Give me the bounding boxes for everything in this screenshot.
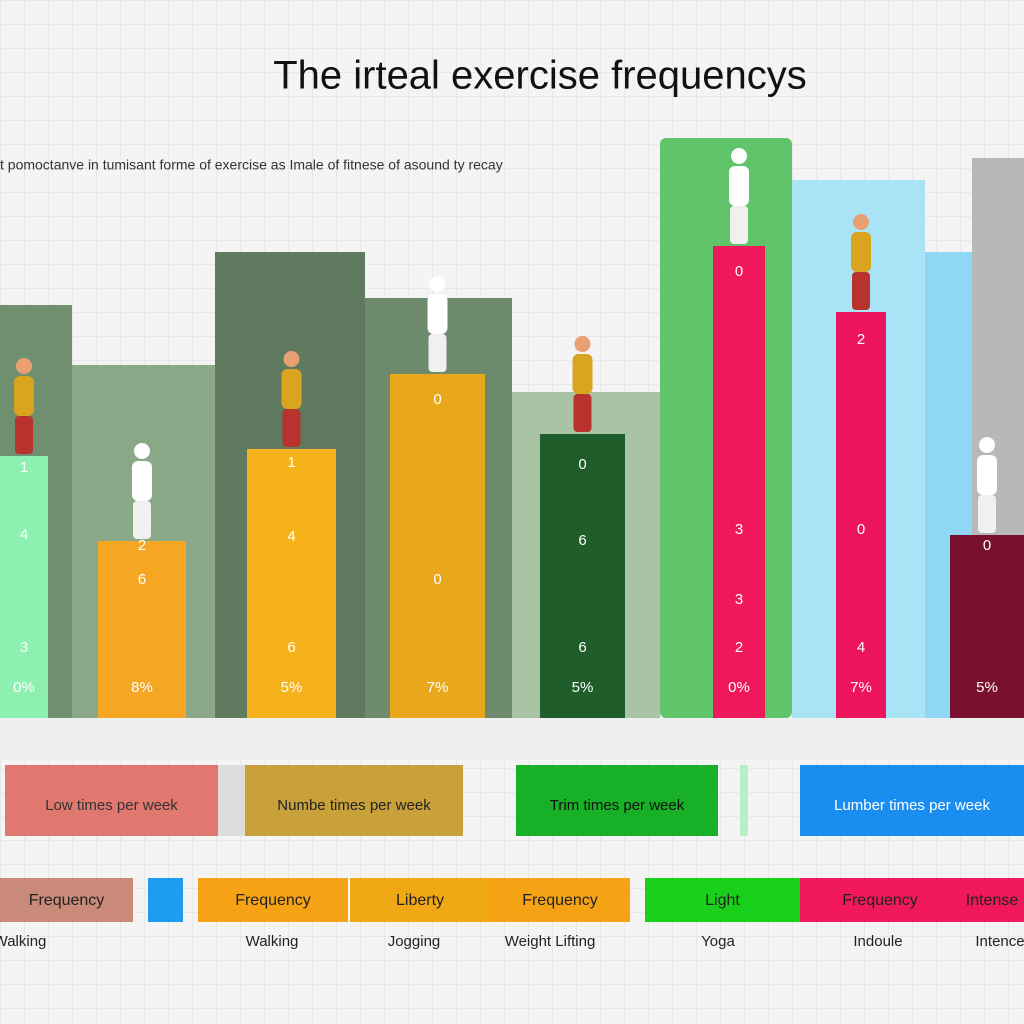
column-label: 1 bbox=[287, 454, 295, 471]
figure-body bbox=[729, 166, 749, 206]
subtitle: t pomoctanve in tumisant forme of exerci… bbox=[0, 157, 503, 173]
column-label: 3 bbox=[735, 591, 743, 608]
figure-legs bbox=[428, 334, 447, 372]
column-label: 0 bbox=[983, 537, 991, 554]
category-chip bbox=[645, 878, 800, 922]
figure-head bbox=[429, 276, 446, 292]
divider-band bbox=[0, 718, 1024, 760]
figure-body bbox=[132, 461, 152, 501]
category-tag: Intense bbox=[966, 892, 1019, 909]
column-label: 2 bbox=[735, 639, 743, 656]
figure-head bbox=[979, 437, 995, 453]
figure-legs bbox=[573, 394, 592, 432]
figure-head bbox=[134, 443, 150, 459]
legend-box bbox=[516, 765, 718, 836]
category-tag: Frequency bbox=[522, 892, 598, 909]
title: The irteal exercise frequencys bbox=[273, 54, 807, 98]
column-bar bbox=[836, 312, 886, 718]
legend-label: Numbe times per week bbox=[277, 797, 431, 814]
column-label: 8% bbox=[131, 679, 153, 696]
column-bar bbox=[247, 449, 336, 718]
figure-head bbox=[574, 336, 591, 352]
category-name: Indoule bbox=[853, 933, 902, 950]
figure-head bbox=[853, 214, 869, 230]
column-bar bbox=[950, 535, 1024, 718]
column-label: 6 bbox=[138, 571, 146, 588]
column-label: 0 bbox=[433, 391, 441, 408]
legend-label: Lumber times per week bbox=[834, 797, 990, 814]
column-label: 0 bbox=[433, 571, 441, 588]
column-label: 2 bbox=[857, 331, 865, 348]
category-tag: Frequency bbox=[235, 892, 311, 909]
figure-legs bbox=[133, 501, 151, 539]
legend-box bbox=[245, 765, 463, 836]
column-label: 3 bbox=[735, 521, 743, 538]
category-chip bbox=[350, 878, 490, 922]
separator bbox=[740, 765, 748, 836]
category-chip bbox=[0, 878, 133, 922]
category-chip bbox=[198, 878, 348, 922]
figure-head bbox=[283, 351, 300, 367]
column-label: 4 bbox=[20, 526, 28, 543]
column-bar bbox=[540, 434, 625, 718]
separator bbox=[218, 765, 245, 836]
column-bar bbox=[0, 456, 48, 718]
column-label: 5% bbox=[976, 679, 998, 696]
category-tag: Frequency bbox=[842, 892, 918, 909]
figure-legs bbox=[15, 416, 33, 454]
legend-label: Low times per week bbox=[45, 797, 178, 814]
legend-label: Trim times per week bbox=[550, 797, 685, 814]
figure-head bbox=[731, 148, 747, 164]
category-name: Walking bbox=[246, 933, 299, 950]
column-label: 6 bbox=[287, 639, 295, 656]
column-label: 6 bbox=[578, 639, 586, 656]
column-label: 5% bbox=[572, 679, 594, 696]
category-name: Yoga bbox=[701, 933, 735, 950]
legend-box bbox=[5, 765, 218, 836]
color-chip bbox=[148, 878, 183, 922]
column-bar bbox=[390, 374, 485, 718]
column-bar bbox=[98, 541, 186, 718]
column-label: 0% bbox=[13, 679, 35, 696]
figure-legs bbox=[282, 409, 301, 447]
category-tag: Light bbox=[705, 892, 740, 909]
category-name: Intence bbox=[975, 933, 1024, 950]
category-chip bbox=[490, 878, 630, 922]
category-name: Weight Lifting bbox=[505, 933, 596, 950]
category-tag: Frequency bbox=[29, 892, 105, 909]
category-chip bbox=[800, 878, 960, 922]
column-label: 4 bbox=[857, 639, 865, 656]
category-chip bbox=[960, 878, 1024, 922]
column-label: 3 bbox=[20, 639, 28, 656]
column-label: 6 bbox=[578, 532, 586, 549]
figure-legs bbox=[852, 272, 870, 310]
column-label: 0% bbox=[728, 679, 750, 696]
figure-head bbox=[16, 358, 32, 374]
figure-body bbox=[977, 455, 997, 495]
figure-legs bbox=[730, 206, 748, 244]
figure-body bbox=[14, 376, 34, 416]
category-tag: Liberty bbox=[396, 892, 444, 909]
figure-body bbox=[572, 354, 593, 394]
figure-body bbox=[427, 294, 448, 334]
column-label: 4 bbox=[287, 528, 295, 545]
figure-body bbox=[281, 369, 302, 409]
column-label: 7% bbox=[850, 679, 872, 696]
column-label: 0 bbox=[578, 456, 586, 473]
column-label: 0 bbox=[735, 263, 743, 280]
column-bar bbox=[713, 246, 765, 718]
column-label: 5% bbox=[281, 679, 303, 696]
column-label: 2 bbox=[138, 537, 146, 554]
figure-body bbox=[851, 232, 871, 272]
figure-legs bbox=[978, 495, 996, 533]
column-label: 1 bbox=[20, 459, 28, 476]
legend-box bbox=[800, 765, 1024, 836]
category-name: Walking bbox=[0, 933, 46, 950]
column-label: 7% bbox=[427, 679, 449, 696]
column-label: 0 bbox=[857, 521, 865, 538]
category-name: Jogging bbox=[388, 933, 441, 950]
